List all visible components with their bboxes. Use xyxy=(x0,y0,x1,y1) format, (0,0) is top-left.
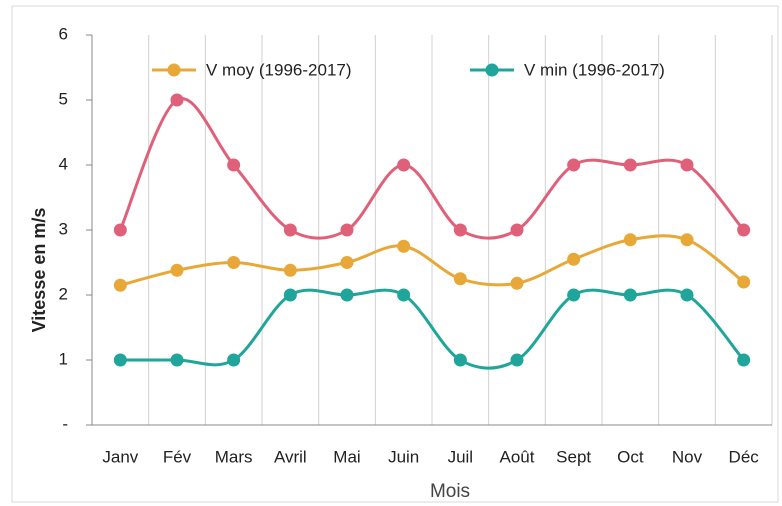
x-tick-label: Sept xyxy=(556,447,591,466)
point xyxy=(170,263,184,277)
legend-marker xyxy=(485,63,499,77)
y-tick-label: 5 xyxy=(59,89,68,108)
x-tick-label: Janv xyxy=(102,447,138,466)
x-tick-label: Avril xyxy=(274,447,307,466)
x-tick-label: Fév xyxy=(163,447,192,466)
point xyxy=(623,233,637,247)
point xyxy=(397,288,411,302)
y-tick-label: 6 xyxy=(59,24,68,43)
point xyxy=(227,158,241,172)
point xyxy=(113,353,127,367)
y-axis-label: Vitesse en m/s xyxy=(29,208,49,333)
point xyxy=(340,256,354,269)
point xyxy=(170,93,184,107)
point xyxy=(510,276,524,290)
y-tick-label: 3 xyxy=(59,219,68,238)
y-tick-label: 4 xyxy=(59,154,68,173)
legend-marker xyxy=(167,63,181,77)
point xyxy=(397,158,411,172)
point xyxy=(680,233,694,247)
point xyxy=(567,288,581,302)
chart-frame xyxy=(11,5,779,503)
point xyxy=(510,353,524,367)
point xyxy=(453,272,467,286)
y-tick-label: 2 xyxy=(59,284,68,303)
x-tick-label: Oct xyxy=(617,447,644,466)
x-tick-label: Juin xyxy=(388,447,419,466)
point xyxy=(567,158,581,172)
x-tick-label: Nov xyxy=(672,447,703,466)
legend-label: V min (1996-2017) xyxy=(524,60,665,79)
y-tick-label: - xyxy=(62,414,68,433)
point xyxy=(283,223,297,237)
point xyxy=(113,223,127,237)
x-tick-label: Août xyxy=(500,447,535,466)
point xyxy=(283,288,297,302)
point xyxy=(227,353,241,367)
point xyxy=(623,158,637,172)
point xyxy=(737,353,751,367)
point xyxy=(680,158,694,172)
point xyxy=(510,223,524,237)
x-tick-label: Mars xyxy=(215,447,253,466)
point xyxy=(227,256,241,269)
x-tick-label: Juil xyxy=(448,447,474,466)
x-tick-label: Mai xyxy=(333,447,360,466)
x-axis-label: Mois xyxy=(430,481,470,502)
point xyxy=(453,353,467,367)
point xyxy=(170,353,184,367)
point xyxy=(737,275,751,289)
point xyxy=(113,278,127,292)
x-tick-label: Déc xyxy=(729,447,760,466)
point xyxy=(680,288,694,302)
point xyxy=(397,239,411,253)
point xyxy=(453,223,467,237)
point xyxy=(623,288,637,302)
point xyxy=(340,223,354,237)
legend-label: V moy (1996-2017) xyxy=(206,60,352,79)
point xyxy=(340,288,354,302)
point xyxy=(737,223,751,237)
point xyxy=(283,263,297,277)
y-tick-label: 1 xyxy=(59,349,68,368)
point xyxy=(567,252,581,266)
